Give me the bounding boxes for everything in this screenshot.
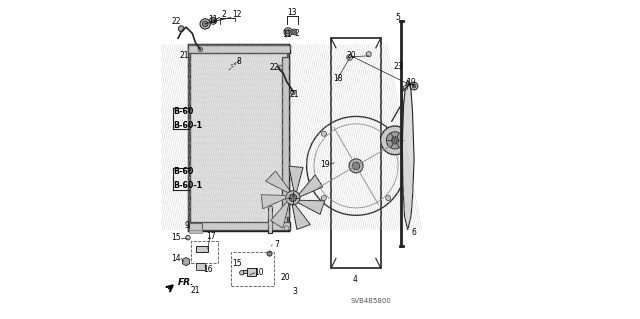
Text: 21: 21 bbox=[180, 51, 189, 60]
Bar bbox=[189, 45, 288, 230]
Circle shape bbox=[211, 19, 215, 23]
Polygon shape bbox=[292, 204, 310, 229]
Text: B-60: B-60 bbox=[173, 107, 194, 115]
Circle shape bbox=[291, 29, 297, 35]
Bar bbox=[196, 246, 209, 252]
Text: 18: 18 bbox=[333, 74, 342, 83]
Circle shape bbox=[239, 271, 244, 275]
Bar bbox=[189, 45, 288, 230]
Polygon shape bbox=[298, 175, 323, 197]
Text: 8: 8 bbox=[236, 57, 241, 66]
Circle shape bbox=[410, 82, 418, 90]
Text: 2: 2 bbox=[222, 10, 227, 19]
Circle shape bbox=[202, 21, 208, 27]
Circle shape bbox=[366, 52, 371, 57]
Text: 4: 4 bbox=[353, 275, 358, 284]
Bar bbox=[189, 45, 288, 230]
Circle shape bbox=[186, 235, 190, 240]
Bar bbox=[331, 38, 381, 268]
Circle shape bbox=[289, 194, 297, 202]
Circle shape bbox=[386, 196, 391, 201]
Text: 10: 10 bbox=[255, 268, 264, 277]
Text: 11: 11 bbox=[282, 30, 292, 39]
Text: 11: 11 bbox=[209, 15, 218, 24]
Circle shape bbox=[403, 85, 408, 90]
Polygon shape bbox=[261, 195, 287, 209]
Circle shape bbox=[347, 55, 353, 60]
Circle shape bbox=[210, 17, 217, 24]
Bar bbox=[189, 223, 202, 230]
Text: 19: 19 bbox=[321, 160, 330, 169]
Bar bbox=[189, 230, 202, 233]
Text: B-60-1: B-60-1 bbox=[173, 121, 202, 130]
Polygon shape bbox=[271, 201, 289, 228]
Polygon shape bbox=[289, 166, 303, 192]
Text: 21: 21 bbox=[289, 90, 299, 99]
Text: 17: 17 bbox=[206, 232, 216, 241]
Bar bbox=[282, 57, 289, 217]
Circle shape bbox=[267, 251, 272, 256]
Circle shape bbox=[286, 191, 300, 205]
Bar bbox=[188, 45, 290, 53]
Text: 13: 13 bbox=[287, 8, 297, 17]
Circle shape bbox=[284, 226, 289, 230]
Circle shape bbox=[278, 65, 283, 70]
Polygon shape bbox=[403, 80, 414, 230]
Circle shape bbox=[321, 196, 326, 201]
Circle shape bbox=[387, 132, 404, 149]
Circle shape bbox=[352, 162, 360, 170]
Circle shape bbox=[349, 159, 363, 173]
Bar bbox=[189, 45, 288, 230]
Circle shape bbox=[179, 26, 184, 32]
Text: 2: 2 bbox=[294, 29, 299, 38]
Text: 6: 6 bbox=[412, 228, 417, 237]
Circle shape bbox=[392, 137, 399, 144]
Text: 16: 16 bbox=[204, 265, 213, 274]
Text: 19: 19 bbox=[406, 78, 416, 87]
Circle shape bbox=[286, 30, 291, 34]
Text: 14: 14 bbox=[172, 254, 181, 263]
Text: 23: 23 bbox=[394, 63, 403, 71]
Bar bbox=[246, 268, 256, 276]
Text: 9: 9 bbox=[184, 221, 189, 230]
Bar bbox=[196, 263, 205, 270]
Circle shape bbox=[292, 30, 296, 33]
Text: 3: 3 bbox=[292, 287, 297, 296]
Text: 22: 22 bbox=[270, 63, 280, 72]
Text: B-60: B-60 bbox=[173, 167, 194, 176]
Text: 20: 20 bbox=[280, 273, 290, 282]
Text: 15: 15 bbox=[232, 259, 242, 268]
Text: 22: 22 bbox=[172, 17, 181, 26]
Circle shape bbox=[412, 84, 416, 88]
Text: 20: 20 bbox=[346, 51, 356, 60]
Circle shape bbox=[200, 19, 211, 29]
Bar bbox=[188, 222, 290, 230]
Circle shape bbox=[198, 47, 203, 52]
Bar bbox=[268, 206, 272, 233]
Circle shape bbox=[321, 131, 326, 136]
Bar bbox=[243, 270, 250, 273]
Text: FR.: FR. bbox=[178, 278, 195, 287]
Bar bbox=[230, 252, 274, 286]
Text: SVB4B5800: SVB4B5800 bbox=[351, 299, 392, 304]
Polygon shape bbox=[266, 171, 291, 193]
Text: 5: 5 bbox=[396, 13, 401, 22]
Text: 21: 21 bbox=[191, 286, 200, 295]
Text: 15: 15 bbox=[172, 233, 181, 242]
Text: B-60-1: B-60-1 bbox=[173, 181, 202, 190]
Circle shape bbox=[386, 131, 391, 136]
Bar bbox=[191, 241, 218, 263]
Text: 7: 7 bbox=[275, 241, 280, 249]
Circle shape bbox=[284, 28, 292, 36]
Circle shape bbox=[291, 90, 295, 95]
Text: 12: 12 bbox=[232, 11, 242, 19]
Circle shape bbox=[381, 126, 410, 155]
Polygon shape bbox=[298, 200, 324, 214]
